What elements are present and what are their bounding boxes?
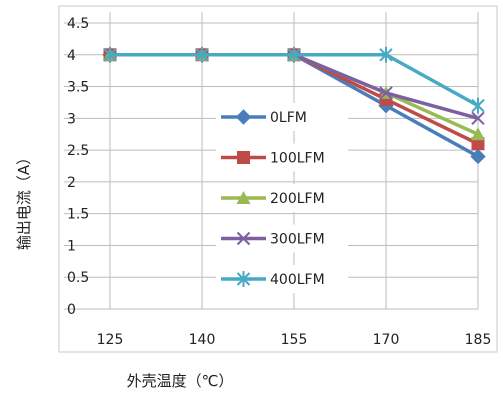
y-axis-title: 输出电流（A） — [15, 150, 33, 250]
legend-label: 100LFM — [270, 151, 325, 167]
chart-area-frame — [58, 5, 498, 353]
legend-item: 400LFM — [216, 265, 348, 293]
y-tick-label: 4 — [67, 48, 76, 64]
data-point — [379, 46, 393, 63]
legend-label: 300LFM — [270, 232, 325, 248]
x-tick-label: 125 — [97, 332, 124, 348]
legend-swatch-marker — [236, 191, 251, 204]
data-point — [471, 111, 485, 126]
y-tick-label: 2 — [67, 175, 76, 191]
data-point — [195, 46, 209, 63]
y-tick-label: 1.5 — [67, 207, 89, 223]
y-tick-label: 0.5 — [67, 270, 89, 286]
legend-label: 0LFM — [270, 110, 307, 126]
axes: 0 0.5 1 1.5 2 2.5 3 3.5 4 4.5 125 140 155 170 185 — [67, 16, 491, 348]
legend-swatch-marker — [236, 231, 251, 246]
y-tick-label: 0 — [67, 302, 76, 318]
legend-item: 0LFM — [216, 103, 348, 131]
x-tick-label: 155 — [281, 332, 308, 348]
series-layer — [102, 46, 486, 165]
y-tick-label: 3.5 — [67, 80, 89, 96]
legend-label: 400LFM — [270, 272, 325, 288]
y-tick-label: 3 — [67, 111, 76, 127]
legend-item: 300LFM — [216, 224, 348, 253]
data-point — [103, 46, 117, 63]
data-point — [471, 137, 485, 151]
x-tick-label: 185 — [465, 332, 492, 348]
y-tick-label: 1 — [67, 238, 76, 254]
data-point — [379, 86, 393, 100]
legend-swatch-marker — [237, 151, 250, 164]
legend-item: 100LFM — [216, 143, 348, 172]
data-point — [471, 127, 485, 141]
y-tick-label: 4.5 — [67, 16, 89, 32]
legend-swatch-marker — [236, 271, 251, 287]
y-tick-label: 2.5 — [67, 143, 89, 159]
legend-label: 200LFM — [270, 191, 325, 207]
x-axis-title: 外壳温度（℃） — [127, 372, 234, 390]
data-point — [287, 46, 301, 63]
data-point — [470, 148, 486, 165]
legend-item: 200LFM — [216, 184, 348, 212]
data-point — [471, 97, 485, 114]
legend: 0LFM 100LFM 200LFM 300LFM 400LFM — [216, 103, 348, 293]
x-tick-label: 170 — [373, 332, 400, 348]
legend-swatch-marker — [235, 109, 252, 125]
series-400LFM — [103, 46, 485, 114]
x-tick-label: 140 — [189, 332, 216, 348]
